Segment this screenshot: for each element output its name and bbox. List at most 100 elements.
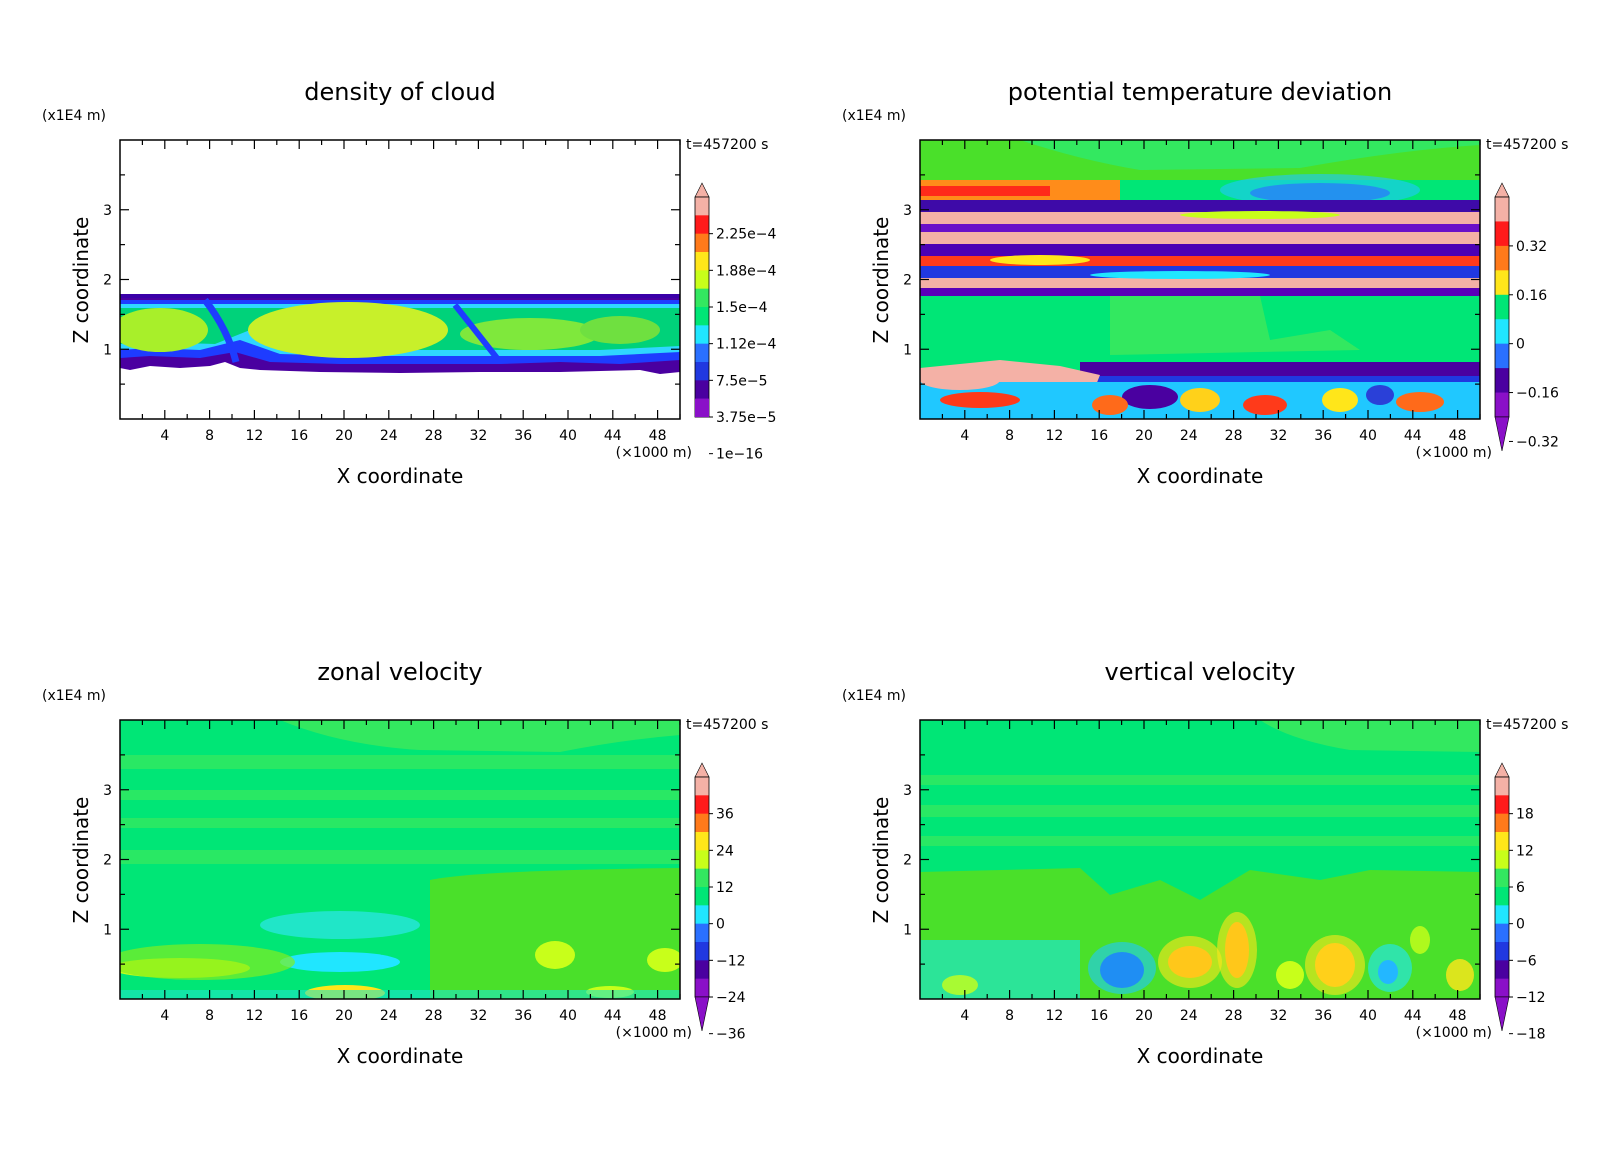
bottom-warm-4 <box>1322 388 1358 412</box>
x-ticks: 4 8 12 16 20 24 28 32 36 40 44 48 <box>141 720 681 1024</box>
low-cold-band-edge <box>1080 376 1480 382</box>
colorbar-swatch <box>695 270 709 290</box>
y-tick-label: 1 <box>903 342 912 358</box>
x-tick-label: 48 <box>1449 428 1467 444</box>
contour-field <box>920 140 1480 419</box>
x-tick-label: 20 <box>335 428 353 444</box>
x-ticks: 4 8 12 16 20 24 28 32 36 40 44 48 <box>141 140 681 444</box>
x-axis-label: X coordinate <box>337 1044 464 1068</box>
colorbar-label: 0.32 <box>1516 239 1547 255</box>
field-background <box>120 140 680 419</box>
x-tick-label: 44 <box>1404 428 1422 444</box>
y-unit-label: (x1E4 m) <box>42 108 106 124</box>
upper-green-region <box>280 720 680 752</box>
colorbar-label: −0.32 <box>1516 434 1559 450</box>
panel-potential-temperature-deviation: potential temperature deviation (x1E4 m)… <box>842 78 1568 488</box>
colorbar-swatch <box>1495 294 1509 320</box>
x-unit-label: (×1000 m) <box>1416 1025 1492 1041</box>
colorbar-swatch <box>1495 868 1509 888</box>
x-tick-label: 24 <box>1180 428 1198 444</box>
colorbar-swatch <box>1495 832 1509 851</box>
colorbar-swatch <box>1495 813 1509 833</box>
upper-green-plume <box>1020 140 1480 170</box>
x-tick-label: 28 <box>425 428 443 444</box>
x-tick-label: 32 <box>1269 428 1287 444</box>
colorbar-label: −36 <box>716 1027 746 1043</box>
x-axis-label: X coordinate <box>1137 464 1264 488</box>
y-axis-label: Z coordinate <box>869 217 893 344</box>
panel-title: density of cloud <box>304 78 495 106</box>
colorbar-max-arrow <box>1494 762 1510 778</box>
x-tick-label: 36 <box>514 428 532 444</box>
x-tick-label: 48 <box>649 1008 667 1024</box>
contour-field <box>120 140 680 419</box>
panel-title: zonal velocity <box>317 658 482 686</box>
time-label: t=457200 s <box>1486 717 1568 733</box>
colorbar-swatch <box>695 960 709 980</box>
bottom-warm-2 <box>1180 388 1220 412</box>
colorbar-max-arrow <box>694 182 710 198</box>
x-tick-label: 8 <box>205 1008 214 1024</box>
x-tick-label: 36 <box>1314 428 1332 444</box>
x-tick-label: 40 <box>1359 428 1377 444</box>
cloud-top-line <box>120 294 680 298</box>
green-band-4 <box>120 850 680 864</box>
panel-vertical-velocity: vertical velocity (x1E4 m) t=457200 s <box>842 658 1568 1068</box>
colorbar-min-arrow <box>1494 996 1510 1032</box>
x-tick-label: 12 <box>245 1008 263 1024</box>
colorbar-min-arrow <box>1494 416 1510 452</box>
colorbar-label: −18 <box>1516 1027 1546 1043</box>
colorbar-swatch <box>695 777 709 796</box>
colorbar-swatch <box>1495 795 1509 815</box>
green-band-2 <box>920 805 1480 817</box>
x-tick-label: 40 <box>559 428 577 444</box>
colorbar-swatch <box>695 795 709 815</box>
colorbar-swatch <box>695 215 709 235</box>
x-unit-label: (×1000 m) <box>616 1025 692 1041</box>
colorbar-swatch <box>1495 319 1509 345</box>
colorbar-min-arrow <box>694 996 710 1032</box>
colorbar-swatch <box>695 905 709 925</box>
upper-cold-halo <box>1220 174 1420 206</box>
y-unit-label: (x1E4 m) <box>42 688 106 704</box>
x-tick-label: 12 <box>1045 1008 1063 1024</box>
x-ticks: 4 8 12 16 20 24 28 32 36 40 44 48 <box>941 720 1481 1024</box>
x-tick-label: 12 <box>1045 428 1063 444</box>
colorbar-swatch <box>1495 245 1509 271</box>
contour-field <box>920 720 1480 999</box>
updraft-1-halo <box>1158 936 1222 988</box>
colorbar-label: 18 <box>1516 807 1534 823</box>
colorbar-swatch <box>695 233 709 253</box>
strat-band-3 <box>920 224 1480 232</box>
colorbar-label: 0 <box>716 917 725 933</box>
colorbar-swatch <box>695 923 709 943</box>
updraft-7 <box>1410 926 1430 954</box>
x-tick-label: 4 <box>160 428 169 444</box>
y-axis-label: Z coordinate <box>869 797 893 924</box>
panel-title: vertical velocity <box>1105 658 1296 686</box>
colorbar-swatch <box>1495 392 1509 418</box>
strat-band-6 <box>920 256 1480 266</box>
bottom-warm-5 <box>1396 392 1444 412</box>
colorbar-swatch <box>1495 270 1509 296</box>
x-tick-label: 4 <box>160 1008 169 1024</box>
colorbar-swatch <box>695 813 709 833</box>
colorbar-label: −24 <box>716 990 746 1006</box>
colorbar-label: −6 <box>1516 953 1537 969</box>
mid-cyan-patch <box>260 911 420 939</box>
y-tick-label: 2 <box>903 273 912 289</box>
y-tick-label: 2 <box>103 273 112 289</box>
colorbar: 0.32 0.16 0 −0.16 −0.32 <box>1494 182 1559 452</box>
colorbar: 2.25e−4 1.88e−4 1.5e−4 1.12e−4 7.5e−5 3.75e−5… <box>694 182 777 463</box>
x-tick-label: 28 <box>1225 428 1243 444</box>
contour-field <box>120 720 680 999</box>
time-label: t=457200 s <box>1486 137 1568 153</box>
x-tick-label: 32 <box>1269 1008 1287 1024</box>
strat-band-1 <box>920 200 1480 212</box>
colorbar-swatch <box>695 197 709 216</box>
bottom-cyan-line <box>120 990 680 999</box>
right-lime-1 <box>535 941 575 969</box>
x-tick-label: 32 <box>469 428 487 444</box>
colorbar-swatch <box>1495 368 1509 394</box>
